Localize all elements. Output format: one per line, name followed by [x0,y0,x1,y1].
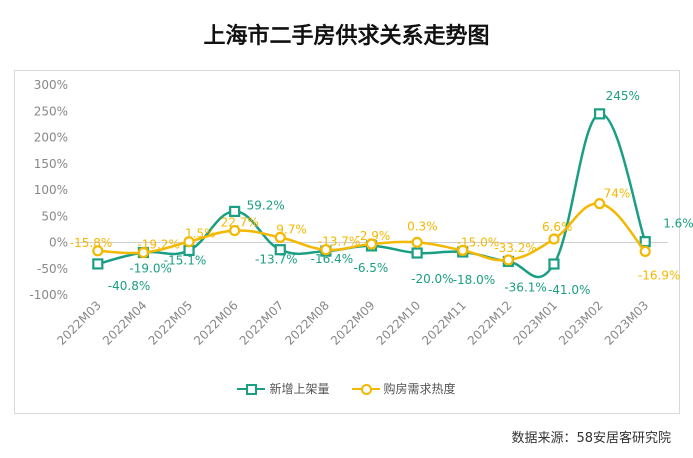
x-tick-label: 2022M04 [100,298,150,348]
x-tick-label: 2023M02 [556,298,606,348]
data-label: -6.5% [354,261,389,275]
data-point-circle-marker [639,245,651,257]
data-label: 245% [606,89,640,103]
legend-item-new-listings[interactable]: 新增上架量 [237,380,330,397]
y-tick-label: 0% [49,236,68,250]
legend-circle-marker-icon [351,383,380,395]
data-point-circle-marker [229,224,241,237]
data-point-circle-marker [92,245,104,257]
data-point-circle-marker [137,246,150,259]
data-label: -13.7% [318,235,360,249]
data-label: -19.2% [137,238,179,252]
data-point-square-marker [274,244,286,256]
data-point-circle-marker [548,233,560,245]
y-tick-label: 50% [41,209,68,223]
data-label: -18.0% [453,273,495,287]
legend-item-demand-heat[interactable]: 购房需求热度 [351,380,456,397]
data-point-square-marker [593,108,606,120]
data-point-circle-marker [411,236,423,248]
y-tick-label: 150% [34,157,68,171]
x-tick-label: 2022M07 [237,298,287,348]
data-label: -36.1% [504,280,546,294]
data-point-circle-marker [365,238,378,250]
data-point-square-marker [639,236,651,248]
data-point-circle-marker [457,244,469,256]
data-label: 59.2% [247,198,285,212]
chart-frame [14,70,680,414]
data-point-circle-marker [183,236,195,248]
x-tick-label: 2022M12 [465,298,515,348]
data-label: 74% [604,187,631,201]
data-label: -41.0% [548,283,590,297]
legend-square-marker-icon [237,383,266,395]
series-line-new-listings [97,112,647,279]
x-tick-label: 2022M06 [191,298,241,348]
y-tick-label: 300% [34,78,68,92]
data-point-circle-marker [320,244,332,256]
x-tick-label: 2022M05 [146,298,196,348]
data-label: 9.7% [276,222,307,236]
data-label: -40.8% [108,279,150,293]
data-label: 6.6% [542,220,573,234]
x-tick-label: 2022M11 [419,298,469,348]
data-point-square-marker [411,247,423,259]
data-label: -2.9% [356,229,391,243]
data-label: -15.8% [70,236,112,250]
y-tick-label: -50% [37,262,68,276]
data-label: -16.4% [311,252,353,266]
data-point-square-marker [92,258,104,270]
data-label: -19.0% [129,261,171,275]
chart-title: 上海市二手房供求关系走势图 [203,24,490,49]
data-label: -16.9% [638,268,680,282]
data-label: -15.0% [457,235,499,249]
x-tick-label: 2022M03 [54,298,104,348]
data-label: 0.3% [407,219,438,233]
x-tick-label: 2022M10 [374,298,424,348]
data-point-square-marker [548,258,560,270]
legend: 新增上架量 购房需求热度 [0,380,693,397]
y-tick-label: 250% [34,104,68,118]
data-label: 1.6% [663,217,693,231]
x-tick-label: 2022M09 [328,298,378,348]
x-tick-label: 2023M03 [602,298,652,348]
data-label: -15.1% [164,253,206,267]
y-tick-label: 100% [34,183,68,197]
data-point-circle-marker [502,254,514,266]
data-point-circle-marker [274,231,286,244]
legend-label-new-listings: 新增上架量 [269,382,330,396]
data-point-circle-marker [593,198,606,210]
data-label: -13.7% [255,253,297,267]
data-label: 1.5% [185,227,216,241]
x-tick-label: 2023M01 [510,298,560,348]
x-tick-label: 2022M08 [282,298,332,348]
data-label: -20.0% [411,272,453,286]
data-label: 22.7% [221,216,259,230]
y-tick-label: 200% [34,131,68,145]
y-tick-label: -100% [29,288,68,302]
data-point-square-marker [229,205,241,218]
data-label: -33.2% [494,241,536,255]
legend-label-demand-heat: 购房需求热度 [383,382,456,396]
data-source: 数据来源：58安居客研究院 [511,431,671,446]
